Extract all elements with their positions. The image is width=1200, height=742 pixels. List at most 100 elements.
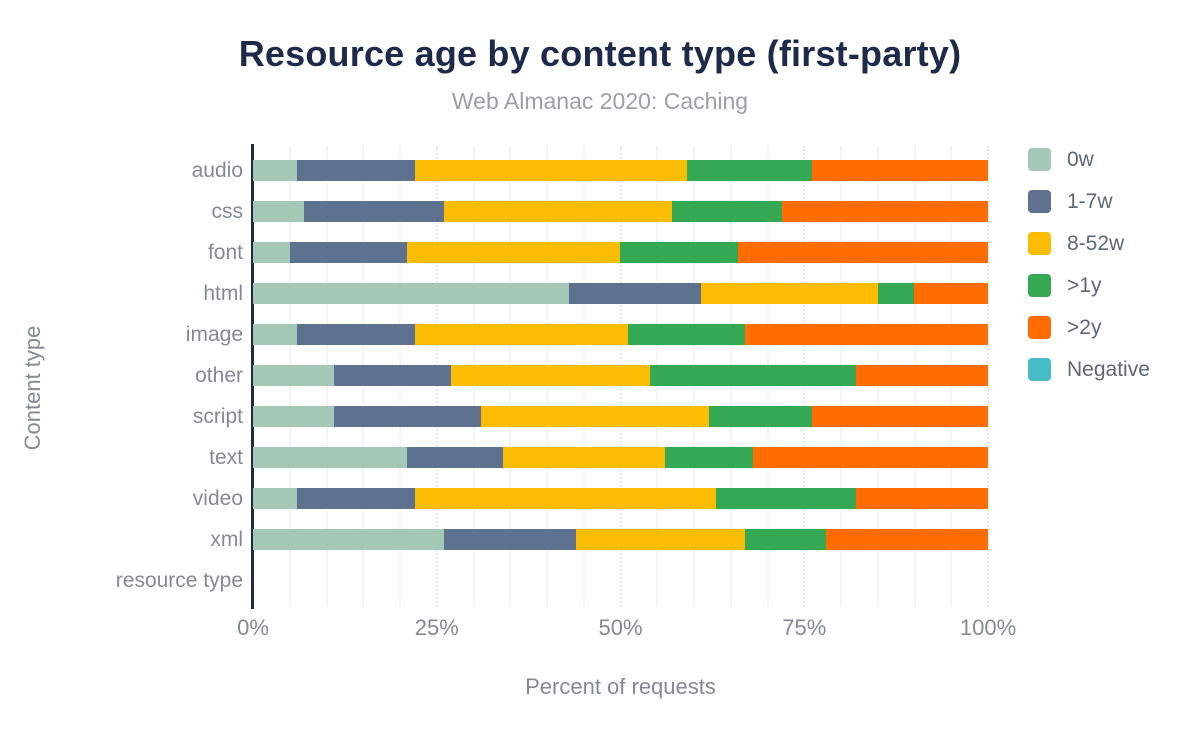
- bar-row-xml: [253, 529, 988, 550]
- bar-segment-text->1y[interactable]: [664, 447, 753, 468]
- bar-segment-image-0w[interactable]: [253, 324, 298, 345]
- bar-segment-xml->2y[interactable]: [826, 529, 988, 550]
- bar-segment-image-1-7w[interactable]: [297, 324, 415, 345]
- y-label-audio: audio: [191, 159, 243, 182]
- bar-row-image: [253, 324, 988, 345]
- bar-segment-video-8-52w[interactable]: [414, 488, 717, 509]
- bar-row-resource-type: [253, 570, 988, 591]
- legend-item-8-52w[interactable]: 8-52w: [1028, 232, 1150, 255]
- bar-segment-script-8-52w[interactable]: [480, 406, 709, 427]
- major-gridline: [987, 146, 989, 607]
- bar-segment-video->2y[interactable]: [855, 488, 988, 509]
- y-axis-line: [251, 144, 254, 609]
- bar-segment-css-8-52w[interactable]: [444, 201, 672, 222]
- y-label-script: script: [192, 405, 243, 428]
- x-axis-title: Percent of requests: [525, 674, 716, 699]
- bar-segment-other-8-52w[interactable]: [451, 365, 650, 386]
- y-label-font: font: [207, 241, 243, 264]
- bar-segment-xml-8-52w[interactable]: [576, 529, 746, 550]
- bar-segment-audio-0w[interactable]: [253, 160, 298, 181]
- bar-segment-font-8-52w[interactable]: [407, 242, 621, 263]
- legend-swatch-8-52w: [1028, 232, 1051, 255]
- bar-segment-xml->1y[interactable]: [745, 529, 827, 550]
- bar-segment-font-1-7w[interactable]: [289, 242, 408, 263]
- bar-segment-script-1-7w[interactable]: [333, 406, 481, 427]
- x-tick-50%: 50%: [598, 615, 643, 640]
- legend-label: Negative: [1067, 358, 1150, 381]
- bar-segment-css->2y[interactable]: [782, 201, 988, 222]
- bar-segment-html->2y[interactable]: [914, 283, 988, 304]
- y-label-xml: xml: [210, 528, 243, 551]
- bar-segment-audio->2y[interactable]: [811, 160, 988, 181]
- legend-label: 0w: [1067, 148, 1094, 171]
- legend-label: 1-7w: [1067, 190, 1113, 213]
- bar-row-font: [253, 242, 988, 263]
- y-label-text: text: [209, 446, 243, 469]
- bar-row-text: [253, 447, 988, 468]
- y-label-video: video: [192, 487, 243, 510]
- legend-label: >2y: [1067, 316, 1102, 339]
- bar-segment-image->2y[interactable]: [745, 324, 988, 345]
- legend-item-1-7w[interactable]: 1-7w: [1028, 190, 1150, 213]
- legend-swatch-Negative: [1028, 358, 1051, 381]
- y-label-css: css: [211, 200, 244, 223]
- legend-swatch->1y: [1028, 274, 1051, 297]
- bar-segment-xml-0w[interactable]: [253, 529, 445, 550]
- bar-segment-html-8-52w[interactable]: [701, 283, 878, 304]
- legend-item-0w[interactable]: 0w: [1028, 148, 1150, 171]
- legend-swatch-0w: [1028, 148, 1051, 171]
- legend-swatch->2y: [1028, 316, 1051, 339]
- bar-segment-text-1-7w[interactable]: [407, 447, 503, 468]
- bar-segment-other->2y[interactable]: [855, 365, 988, 386]
- bar-segment-other->1y[interactable]: [649, 365, 856, 386]
- bar-row-html: [253, 283, 988, 304]
- legend-item->1y[interactable]: >1y: [1028, 274, 1150, 297]
- bar-row-other: [253, 365, 988, 386]
- bar-segment-font->2y[interactable]: [738, 242, 988, 263]
- legend-item->2y[interactable]: >2y: [1028, 316, 1150, 339]
- bar-segment-text-8-52w[interactable]: [502, 447, 665, 468]
- x-tick-0%: 0%: [237, 615, 269, 640]
- bar-segment-xml-1-7w[interactable]: [444, 529, 577, 550]
- bar-segment-video-0w[interactable]: [253, 488, 298, 509]
- y-label-other: other: [195, 364, 243, 387]
- x-tick-25%: 25%: [414, 615, 459, 640]
- bar-segment-html-0w[interactable]: [253, 283, 570, 304]
- bar-row-video: [253, 488, 988, 509]
- bar-segment-other-1-7w[interactable]: [333, 365, 452, 386]
- chart-title: Resource age by content type (first-part…: [238, 33, 962, 74]
- bar-segment-css->1y[interactable]: [671, 201, 783, 222]
- legend-label: >1y: [1067, 274, 1102, 297]
- bar-segment-script->1y[interactable]: [708, 406, 812, 427]
- x-tick-100%: 100%: [959, 615, 1017, 640]
- legend-swatch-1-7w: [1028, 190, 1051, 213]
- bar-segment-audio-8-52w[interactable]: [414, 160, 687, 181]
- bar-segment-video->1y[interactable]: [716, 488, 856, 509]
- legend-label: 8-52w: [1067, 232, 1125, 255]
- bar-segment-image->1y[interactable]: [627, 324, 746, 345]
- bar-segment-audio-1-7w[interactable]: [297, 160, 415, 181]
- bar-segment-css-1-7w[interactable]: [304, 201, 445, 222]
- bar-row-css: [253, 201, 988, 222]
- bar-segment-font->1y[interactable]: [620, 242, 739, 263]
- legend-item-Negative[interactable]: Negative: [1028, 358, 1150, 381]
- y-label-resource-type: resource type: [115, 569, 243, 592]
- bar-segment-font-0w[interactable]: [253, 242, 290, 263]
- bar-segment-html-1-7w[interactable]: [569, 283, 702, 304]
- bar-segment-video-1-7w[interactable]: [297, 488, 415, 509]
- chart-subtitle: Web Almanac 2020: Caching: [451, 88, 749, 114]
- bar-segment-image-8-52w[interactable]: [414, 324, 628, 345]
- y-label-image: image: [185, 323, 243, 346]
- bar-segment-script->2y[interactable]: [811, 406, 988, 427]
- y-label-html: html: [203, 282, 243, 305]
- bar-segment-script-0w[interactable]: [253, 406, 334, 427]
- bar-segment-audio->1y[interactable]: [686, 160, 812, 181]
- bar-segment-html->1y[interactable]: [877, 283, 915, 304]
- bar-segment-text-0w[interactable]: [253, 447, 408, 468]
- x-tick-75%: 75%: [782, 615, 827, 640]
- bar-segment-css-0w[interactable]: [253, 201, 305, 222]
- bar-segment-text->2y[interactable]: [752, 447, 988, 468]
- bar-segment-other-0w[interactable]: [253, 365, 334, 386]
- bar-row-script: [253, 406, 988, 427]
